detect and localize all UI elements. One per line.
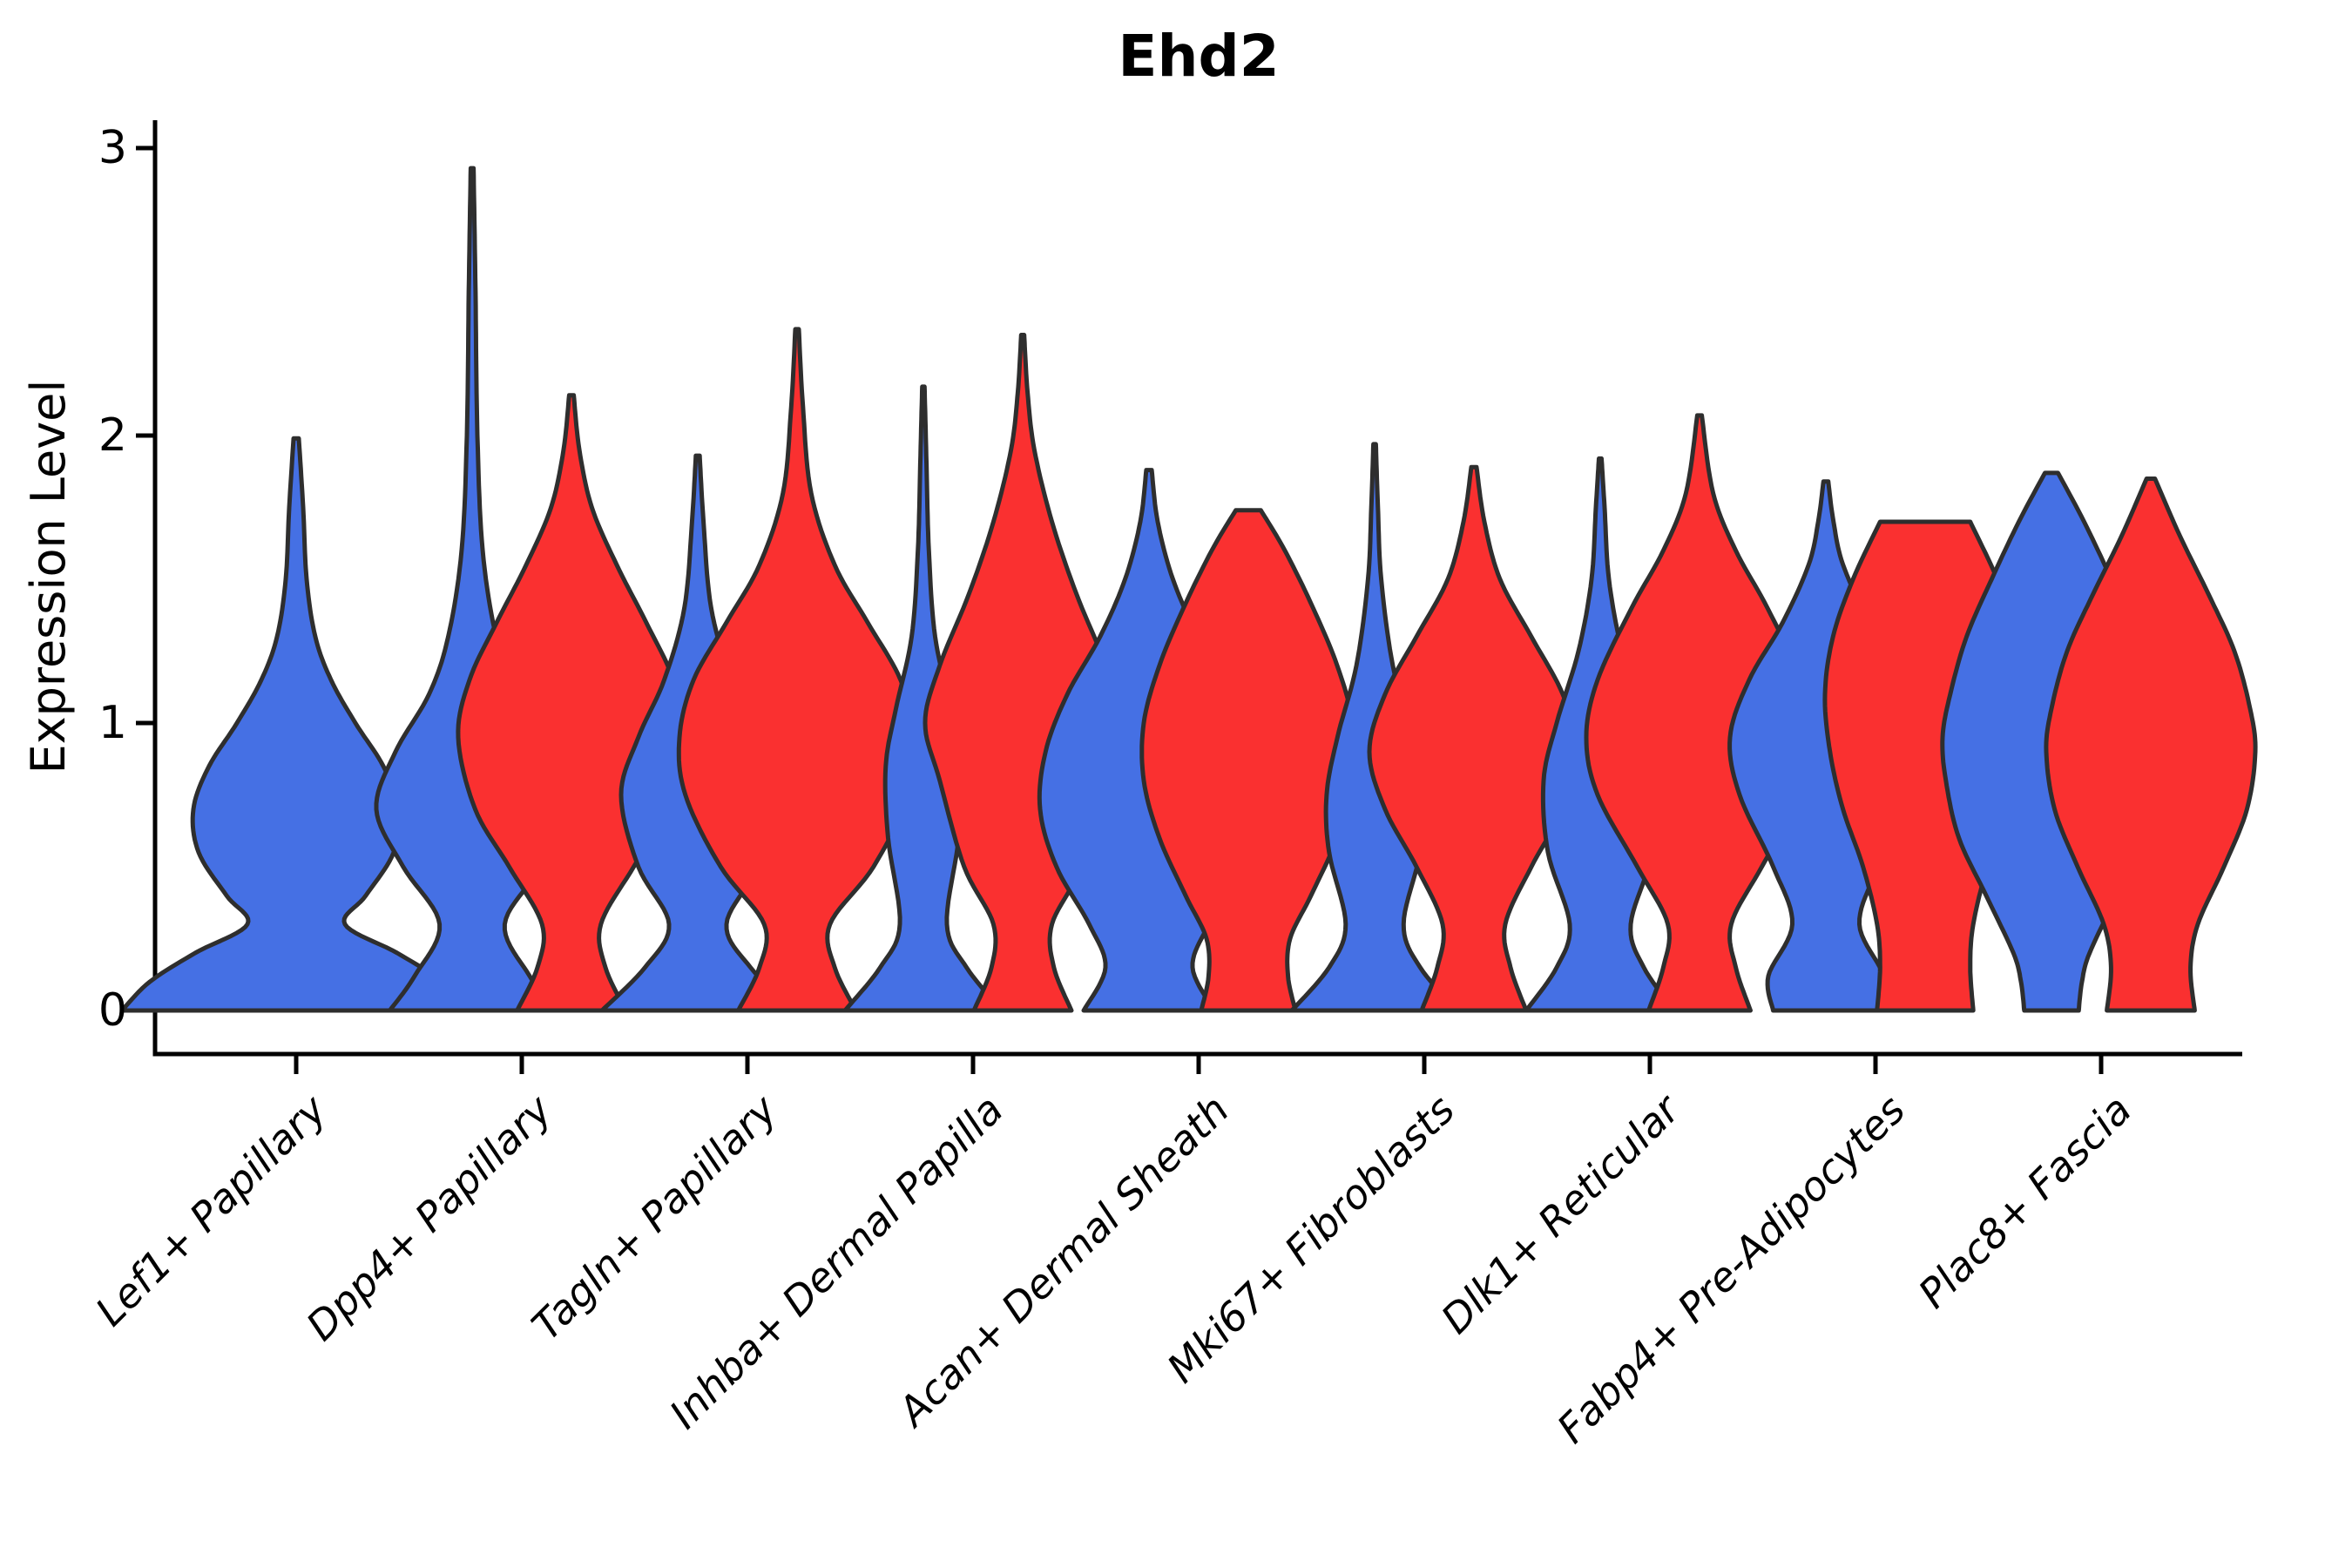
y-tick-label-1: 1 bbox=[98, 697, 127, 749]
violin-acan-dermal-sheath-red bbox=[1139, 508, 1357, 1013]
y-tick-label-3: 3 bbox=[98, 122, 127, 174]
violin-mki67-fibroblasts-red bbox=[1367, 464, 1581, 1013]
violin-lef1-papillary-blue bbox=[119, 436, 473, 1013]
y-tick-label-2: 2 bbox=[98, 409, 127, 462]
violin-plac8-fascia-red bbox=[2044, 476, 2258, 1013]
chart-title: Ehd2 bbox=[1118, 23, 1280, 90]
y-axis-label: Expression Level bbox=[21, 379, 76, 774]
y-tick-label-0: 0 bbox=[98, 984, 127, 1037]
